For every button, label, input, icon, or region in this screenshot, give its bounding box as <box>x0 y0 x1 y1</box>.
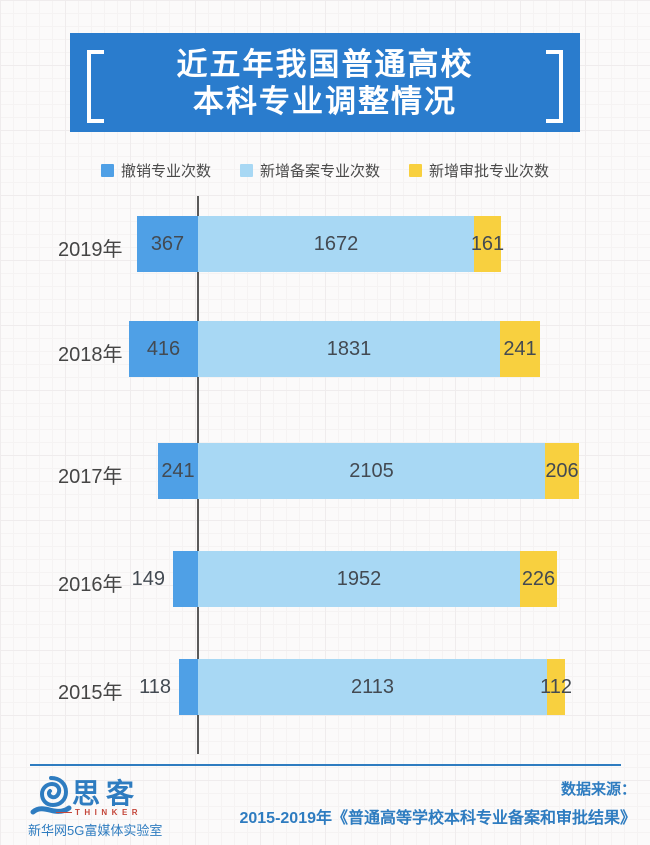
category-label: 2019年 <box>58 239 123 261</box>
bar-segment-new-registered: 2113 <box>198 659 547 715</box>
logo-subtitle: THINKER <box>75 808 143 817</box>
bar-segment-revoked <box>179 659 198 715</box>
bar-segment-revoked: 367 <box>137 216 198 272</box>
left-bracket-decoration <box>87 50 104 123</box>
legend-label: 新增备案专业次数 <box>259 163 380 180</box>
logo-name: 思客 <box>72 779 141 810</box>
bar-segment-new-approved: 206 <box>545 443 579 499</box>
page-title-line1: 近五年我国普通高校 <box>176 46 474 82</box>
category-label: 2017年 <box>58 466 123 488</box>
legend-swatch-yellow <box>409 164 422 177</box>
category-label: 2016年 <box>58 574 123 596</box>
category-label: 2015年 <box>58 682 123 704</box>
bar-segment-new-approved: 161 <box>470 216 505 272</box>
right-bracket-decoration <box>546 50 563 123</box>
legend-swatch-blue <box>100 164 114 177</box>
value-label: 161 <box>470 232 505 255</box>
legend-swatch-light-blue <box>239 164 253 177</box>
data-source-label: 数据来源： <box>560 781 636 798</box>
bar-segment-new-registered: 2105 <box>198 443 545 499</box>
footer-divider <box>30 764 621 766</box>
data-source: 数据来源： 2015-2019年《普通高等学校本科专业备案和审批结果》 <box>239 778 636 828</box>
value-label: 1831 <box>326 337 372 360</box>
bar-segment-revoked: 241 <box>158 443 198 499</box>
value-label: 367 <box>150 232 185 255</box>
value-label-outside: 149 <box>131 568 165 590</box>
legend-item-revoked: 撤销专业次数 <box>100 160 211 181</box>
legend-item-new-registered: 新增备案专业次数 <box>239 160 380 181</box>
bar-segment-revoked <box>173 551 198 607</box>
logo-sub-line <box>56 812 72 813</box>
bar-segment-new-approved: 226 <box>520 551 557 607</box>
bar-segment-revoked: 416 <box>129 321 198 377</box>
title-box: 近五年我国普通高校 本科专业调整情况 <box>70 33 580 132</box>
value-label: 241 <box>161 459 195 482</box>
value-label: 1672 <box>313 232 359 255</box>
value-label: 2105 <box>349 459 394 482</box>
value-label: 1952 <box>336 567 382 590</box>
legend: 撤销专业次数 新增备案专业次数 新增审批专业次数 <box>0 160 650 181</box>
bar-segment-new-registered: 1831 <box>198 321 500 377</box>
value-label: 112 <box>540 675 572 698</box>
bar-segment-new-registered: 1672 <box>198 216 474 272</box>
value-label: 226 <box>521 567 556 590</box>
value-label-outside: 118 <box>139 676 171 698</box>
value-label: 241 <box>503 337 537 360</box>
legend-item-new-approved: 新增审批专业次数 <box>409 160 549 181</box>
value-label: 416 <box>146 337 181 360</box>
value-label: 206 <box>545 459 579 482</box>
data-source-text: 2015-2019年《普通高等学校本科专业备案和审批结果》 <box>239 810 636 827</box>
wave-swirl-icon <box>30 776 72 815</box>
legend-label: 撤销专业次数 <box>120 163 211 180</box>
legend-label: 新增审批专业次数 <box>429 163 550 180</box>
logo-organization: 新华网5G富媒体实验室 <box>28 823 163 838</box>
page-title-line2: 本科专业调整情况 <box>193 83 457 119</box>
bar-segment-new-approved: 241 <box>500 321 540 377</box>
bar-segment-new-approved: 112 <box>540 659 572 715</box>
bar-segment-new-registered: 1952 <box>198 551 520 607</box>
category-label: 2018年 <box>58 344 123 366</box>
value-label: 2113 <box>350 675 394 698</box>
